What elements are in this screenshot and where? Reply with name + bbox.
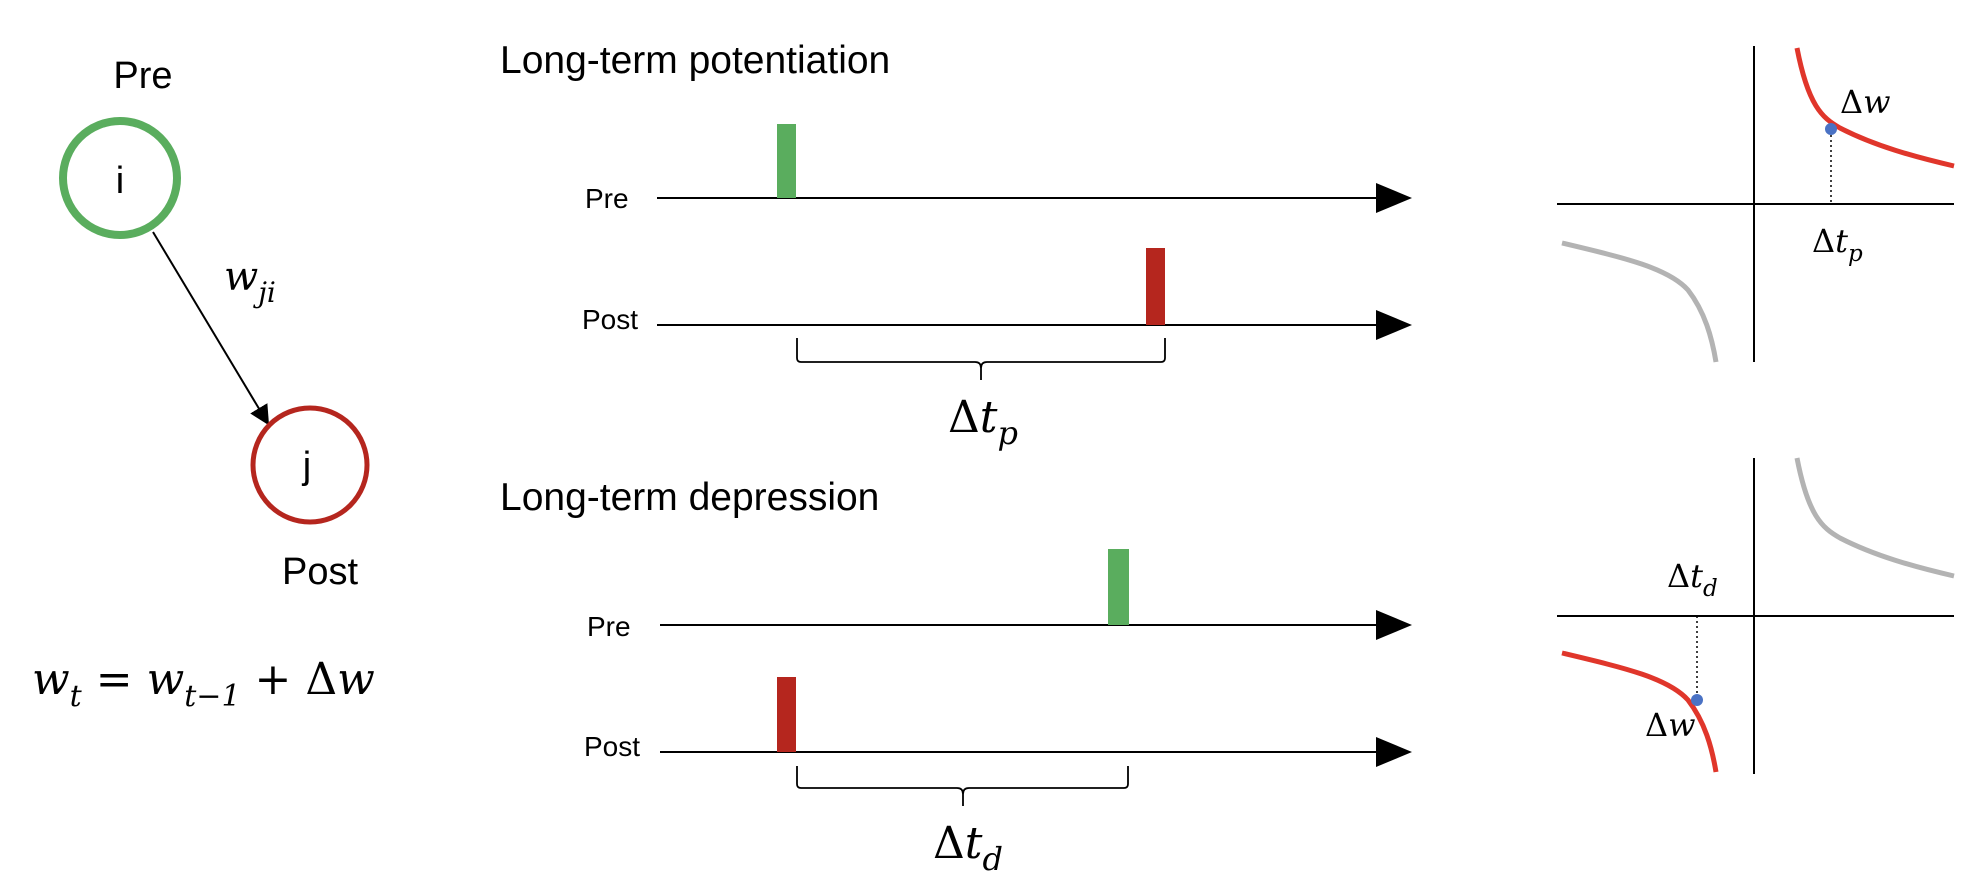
ltd-pre-label: Pre: [587, 611, 631, 642]
ltp-interval-brace: [796, 338, 1166, 380]
ltp-plot-dt-label: Δtp: [1812, 222, 1863, 267]
synapse-arrow: [152, 231, 270, 426]
pre-neuron-title: Pre: [113, 55, 172, 97]
ltd-panel: Long-term depression Pre Post Δtd: [500, 476, 1412, 878]
ltd-plot-dt-label: Δtd: [1667, 557, 1718, 602]
ltd-plot-dw-label: Δw: [1645, 706, 1696, 744]
pre-neuron: [59, 117, 181, 239]
ltd-pre-arrowhead: [1376, 610, 1412, 640]
ltd-post-spike: [777, 677, 796, 752]
ltp-plot-dw-label: Δw: [1840, 83, 1891, 121]
ltd-post-arrowhead: [1376, 737, 1412, 767]
ltd-plot-potentiation-curve: [1794, 457, 1955, 579]
ltd-pre-spike: [1108, 549, 1129, 625]
weight-update-rule: wt = wt−1 + Δw: [32, 654, 375, 714]
ltp-stdp-plot: Δw Δtp: [1557, 46, 1955, 363]
synapse-weight: wji: [224, 254, 276, 309]
post-neuron-id: j: [302, 445, 311, 487]
ltd-post-label: Post: [584, 731, 640, 762]
ltp-post-spike: [1146, 248, 1165, 325]
ltp-panel: Long-term potentiation Pre Post Δtp: [500, 39, 1412, 452]
ltp-plot-depression-curve: [1561, 240, 1719, 363]
ltp-post-label: Post: [582, 304, 638, 335]
ltd-plot-point: [1691, 694, 1703, 706]
ltd-interval-label: Δtd: [933, 818, 1003, 878]
ltp-plot-point: [1825, 123, 1837, 135]
ltp-pre-label: Pre: [585, 183, 629, 214]
neuron-schematic: Pre i wji j Post wt = wt−1 + Δw: [32, 55, 375, 714]
ltp-pre-spike: [777, 124, 796, 198]
ltd-plot-depression-curve: [1561, 650, 1719, 773]
ltd-title: Long-term depression: [500, 476, 879, 519]
post-neuron-title: Post: [282, 551, 358, 593]
post-neuron: [250, 405, 370, 525]
ltd-stdp-plot: Δtd Δw: [1557, 457, 1955, 774]
ltp-title: Long-term potentiation: [500, 39, 890, 82]
ltp-interval-label: Δtp: [948, 392, 1018, 452]
ltp-plot-potentiation-curve: [1794, 47, 1955, 169]
ltp-pre-arrowhead: [1376, 183, 1412, 213]
ltd-interval-brace: [796, 766, 1129, 806]
pre-neuron-id: i: [116, 160, 124, 202]
ltp-post-arrowhead: [1376, 310, 1412, 340]
